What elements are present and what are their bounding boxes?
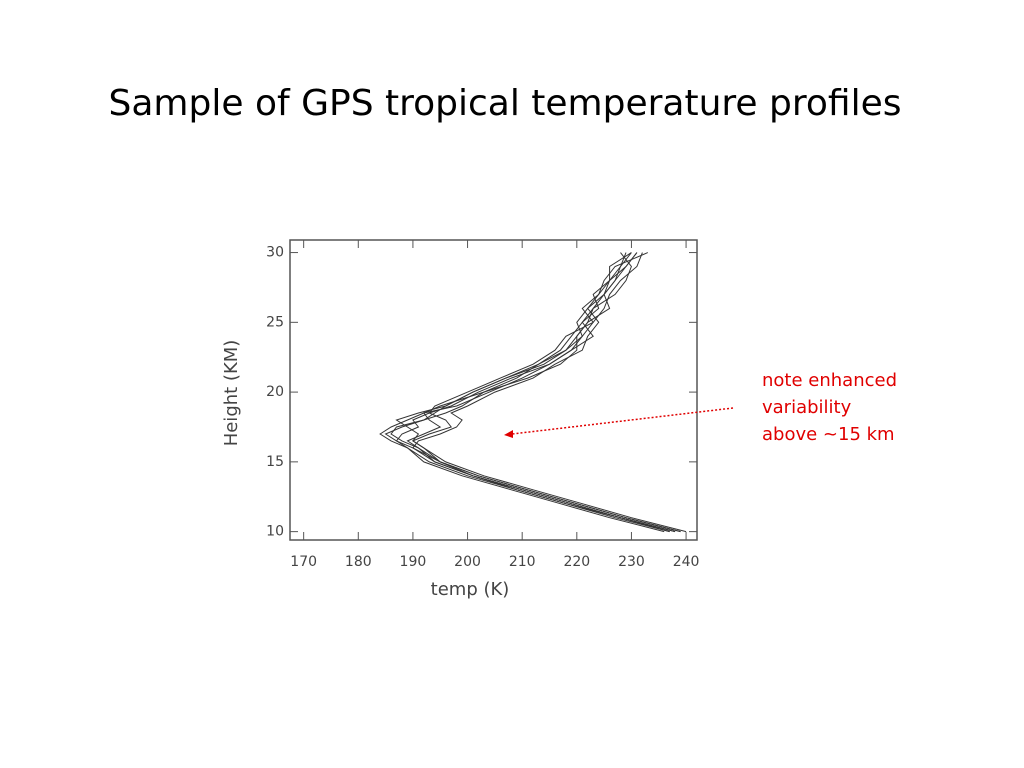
x-tick-label: 240 <box>673 554 700 570</box>
x-axis-label: temp (K) <box>431 579 510 600</box>
profile-line <box>406 252 676 533</box>
x-tick-label: 220 <box>563 554 590 570</box>
y-tick-label: 10 <box>266 524 284 540</box>
profile-line <box>390 252 681 533</box>
x-tick-label: 230 <box>618 554 645 570</box>
profile-line <box>412 252 676 533</box>
x-tick-label: 190 <box>400 554 427 570</box>
y-tick-label: 30 <box>266 245 284 261</box>
annotation-line: note enhanced <box>762 370 897 391</box>
x-tick-label: 200 <box>454 554 481 570</box>
arrow-head <box>504 430 513 438</box>
y-tick-label: 25 <box>266 314 284 330</box>
annotation-line: variability <box>762 397 852 418</box>
profile-line <box>395 252 670 533</box>
annotation-line: above ~15 km <box>762 424 895 445</box>
profile-line <box>411 252 687 533</box>
slide-title: Sample of GPS tropical temperature profi… <box>109 83 902 124</box>
plot-frame <box>289 239 698 541</box>
y-tick-label: 15 <box>266 454 284 470</box>
profile-line <box>379 252 670 533</box>
x-tick-label: 210 <box>509 554 536 570</box>
x-tick-label: 170 <box>290 554 317 570</box>
annotation-arrow <box>511 407 734 435</box>
profile-line <box>395 252 665 533</box>
y-axis-label: Height (KM) <box>221 340 242 447</box>
x-tick-label: 180 <box>345 554 372 570</box>
y-tick-label: 20 <box>266 384 284 400</box>
